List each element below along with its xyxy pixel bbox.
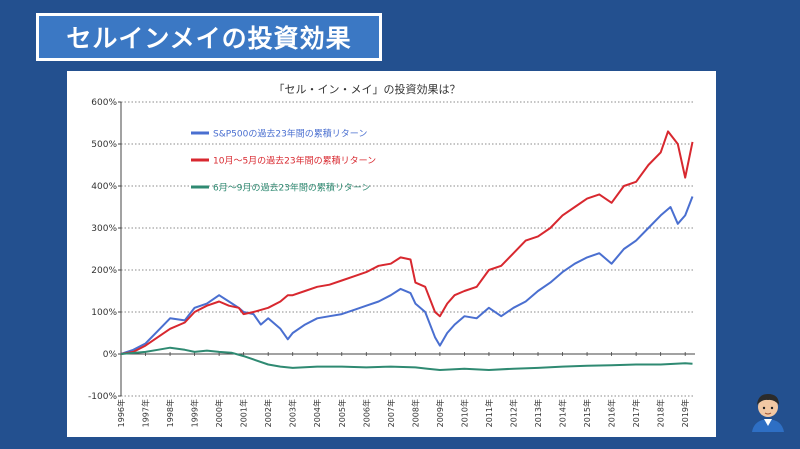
cumulative-return-chart: 「セル・イン・メイ」の投資効果は？ -100% 0% 100% 200% 300% 400… [88, 82, 695, 427]
x-tick-label: 2006年 [361, 399, 371, 427]
x-tick-label: 2016年 [607, 399, 617, 427]
legend-label: 10月～5月の過去23年間の累積リターン [213, 155, 376, 167]
x-tick-label: 2007年 [386, 399, 396, 427]
x-tick-label: 2004年 [312, 399, 322, 427]
avatar-icon [752, 394, 784, 432]
y-tick-label: 400% [91, 182, 117, 192]
series-lines [120, 130, 694, 371]
x-tick-label: 2017年 [631, 399, 641, 427]
presenter-avatar [750, 390, 786, 432]
x-tick-label: 1999年 [190, 399, 200, 427]
x-tick-label: 1998年 [165, 399, 175, 427]
y-tick-label: 600% [91, 98, 117, 108]
series-line-3 [120, 346, 693, 371]
series-line-2 [120, 130, 694, 355]
legend-label: S&P500の過去23年間の累積リターン [213, 128, 367, 140]
x-tick-label: 2012年 [508, 399, 518, 427]
page-title-box: セルインメイの投資効果 [36, 13, 382, 61]
legend-label: 6月～9月の過去23年間の累積リターン [213, 182, 370, 194]
page-title: セルインメイの投資効果 [39, 16, 379, 58]
x-tick-label: 2014年 [558, 399, 568, 427]
x-tick-label: 2001年 [239, 399, 249, 427]
series-line-1 [120, 196, 694, 355]
x-tick-label: 1997年 [141, 399, 151, 427]
x-tick-label: 2013年 [533, 399, 543, 427]
x-tick-label: 1996年 [116, 399, 126, 427]
legend: S&P500の過去23年間の累積リターン 10月～5月の過去23年間の累積リターン… [191, 128, 376, 194]
y-tick-label: 300% [91, 224, 117, 234]
y-tick-label: 500% [91, 140, 117, 150]
x-tick-label: 2000年 [214, 399, 224, 427]
x-tick-label: 2003年 [288, 399, 298, 427]
x-tick-label: 2002年 [263, 399, 273, 427]
y-axis-ticks: -100% 0% 100% 200% 300% 400% 500% 600% [88, 98, 121, 402]
x-tick-label: 2005年 [337, 399, 347, 427]
y-tick-label: 200% [91, 266, 117, 276]
x-tick-label: 2010年 [459, 399, 469, 427]
gridlines [121, 101, 695, 397]
x-tick-label: 2009年 [435, 399, 445, 427]
x-tick-label: 2011年 [484, 399, 494, 427]
x-tick-label: 2018年 [656, 399, 666, 427]
x-tick-label: 2008年 [410, 399, 420, 427]
x-axis-ticks: 1996年 1997年 1998年 1999年 2000年 2001年 2002年 2003年… [116, 352, 690, 427]
y-tick-label: 0% [103, 350, 118, 360]
chart-card: 「セル・イン・メイ」の投資効果は？ -100% 0% 100% 200% 300% 400… [67, 71, 716, 437]
x-tick-label: 2019年 [680, 399, 690, 427]
x-tick-label: 2015年 [582, 399, 592, 427]
chart-title: 「セル・イン・メイ」の投資効果は？ [274, 82, 461, 96]
y-tick-label: 100% [91, 308, 117, 318]
y-tick-label: -100% [88, 392, 117, 402]
axes [120, 102, 695, 396]
